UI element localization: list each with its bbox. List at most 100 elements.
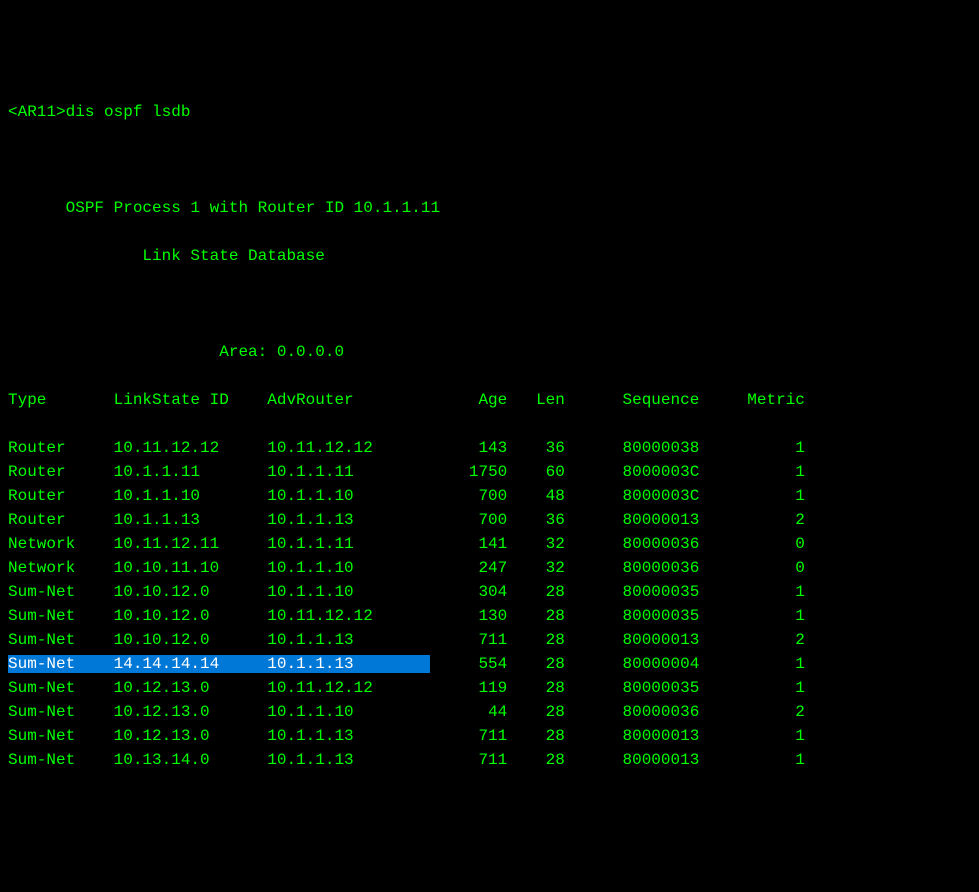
cell-advrouter: 10.1.1.10 [267,580,430,604]
cell-linkstate: 10.12.13.0 [114,724,268,748]
cell-advrouter: 10.1.1.13 [267,748,430,772]
cell-linkstate: 10.10.12.0 [114,628,268,652]
cell-age: 1750 [430,460,507,484]
cell-len: 32 [507,532,565,556]
cell-linkstate: 10.10.11.10 [114,556,268,580]
cell-sequence: 80000013 [565,724,699,748]
table-row: Network10.11.12.1110.1.1.111413280000036… [8,532,971,556]
cell-type: Sum-Net [8,580,114,604]
cell-advrouter: 10.1.1.13 [267,628,430,652]
cell-sequence: 80000036 [565,532,699,556]
cell-type: Router [8,484,114,508]
cell-linkstate: 10.12.13.0 [114,676,268,700]
cell-advrouter: 10.1.1.13 [267,652,430,676]
cell-len: 60 [507,460,565,484]
cell-age: 130 [430,604,507,628]
cell-advrouter: 10.1.1.10 [267,484,430,508]
cell-type: Sum-Net [8,604,114,628]
cell-age: 119 [430,676,507,700]
cell-advrouter: 10.1.1.13 [267,508,430,532]
cell-advrouter: 10.11.12.12 [267,676,430,700]
cell-type: Router [8,508,114,532]
cell-sequence: 80000035 [565,604,699,628]
cell-metric: 0 [699,556,805,580]
cell-age: 700 [430,484,507,508]
cell-type: Router [8,436,114,460]
table-row: Sum-Net10.10.12.010.1.1.1371128800000132 [8,628,971,652]
cell-type: Network [8,556,114,580]
table-row: Sum-Net10.10.12.010.1.1.1030428800000351 [8,580,971,604]
cell-linkstate: 10.10.12.0 [114,580,268,604]
cell-age: 554 [430,652,507,676]
cell-len: 28 [507,700,565,724]
cell-type: Network [8,532,114,556]
cell-advrouter: 10.11.12.12 [267,436,430,460]
cell-age: 44 [430,700,507,724]
cell-sequence: 80000036 [565,700,699,724]
header-type: Type [8,388,114,412]
area-line: Area: 0.0.0.0 [8,340,971,364]
cell-age: 141 [430,532,507,556]
cell-advrouter: 10.11.12.12 [267,604,430,628]
cell-linkstate: 10.11.12.12 [114,436,268,460]
cell-linkstate: 10.1.1.10 [114,484,268,508]
command-line: <AR11>dis ospf lsdb [8,100,971,124]
cell-sequence: 80000013 [565,628,699,652]
cell-sequence: 80000035 [565,676,699,700]
table-row: Sum-Net10.12.13.010.1.1.104428800000362 [8,700,971,724]
cell-type: Sum-Net [8,748,114,772]
cell-len: 48 [507,484,565,508]
cell-advrouter: 10.1.1.10 [267,700,430,724]
cell-metric: 1 [699,460,805,484]
cell-len: 28 [507,604,565,628]
cell-metric: 1 [699,748,805,772]
blank-line [8,148,971,172]
table-row: Router10.11.12.1210.11.12.12143368000003… [8,436,971,460]
cell-linkstate: 10.12.13.0 [114,700,268,724]
cell-age: 711 [430,628,507,652]
cell-type: Sum-Net [8,652,114,676]
cell-sequence: 80000013 [565,748,699,772]
cell-metric: 1 [699,724,805,748]
header-sequence: Sequence [565,388,699,412]
cell-metric: 2 [699,700,805,724]
cell-metric: 1 [699,676,805,700]
cell-advrouter: 10.1.1.13 [267,724,430,748]
header-advrouter: AdvRouter [267,388,430,412]
blank-line [8,292,971,316]
cell-sequence: 80000036 [565,556,699,580]
cell-advrouter: 10.1.1.11 [267,460,430,484]
cell-type: Sum-Net [8,700,114,724]
cell-linkstate: 10.13.14.0 [114,748,268,772]
cell-len: 36 [507,436,565,460]
table-row: Network10.10.11.1010.1.1.102473280000036… [8,556,971,580]
cell-linkstate: 10.11.12.11 [114,532,268,556]
table-row: Sum-Net10.12.13.010.11.12.12119288000003… [8,676,971,700]
cell-age: 711 [430,724,507,748]
table-row: Router10.1.1.1310.1.1.1370036800000132 [8,508,971,532]
cell-metric: 1 [699,604,805,628]
cell-metric: 1 [699,652,805,676]
table-row: Sum-Net10.12.13.010.1.1.1371128800000131 [8,724,971,748]
cell-linkstate: 14.14.14.14 [114,652,268,676]
cell-len: 28 [507,676,565,700]
table-row: Sum-Net14.14.14.1410.1.1.135542880000004… [8,652,971,676]
cell-type: Sum-Net [8,676,114,700]
cell-len: 28 [507,748,565,772]
cell-sequence: 8000003C [565,484,699,508]
cell-metric: 2 [699,508,805,532]
header-len: Len [507,388,565,412]
cell-age: 700 [430,508,507,532]
cell-linkstate: 10.1.1.13 [114,508,268,532]
table-header: TypeLinkState IDAdvRouterAgeLenSequenceM… [8,388,971,412]
lsdb-title: Link State Database [8,244,971,268]
cell-linkstate: 10.1.1.11 [114,460,268,484]
cell-sequence: 80000038 [565,436,699,460]
cell-age: 143 [430,436,507,460]
cell-len: 28 [507,724,565,748]
header-age: Age [430,388,507,412]
prompt: <AR11> [8,103,66,121]
process-line: OSPF Process 1 with Router ID 10.1.1.11 [8,196,971,220]
table-row: Sum-Net10.13.14.010.1.1.1371128800000131 [8,748,971,772]
table-body: Router10.11.12.1210.11.12.12143368000003… [8,436,971,772]
